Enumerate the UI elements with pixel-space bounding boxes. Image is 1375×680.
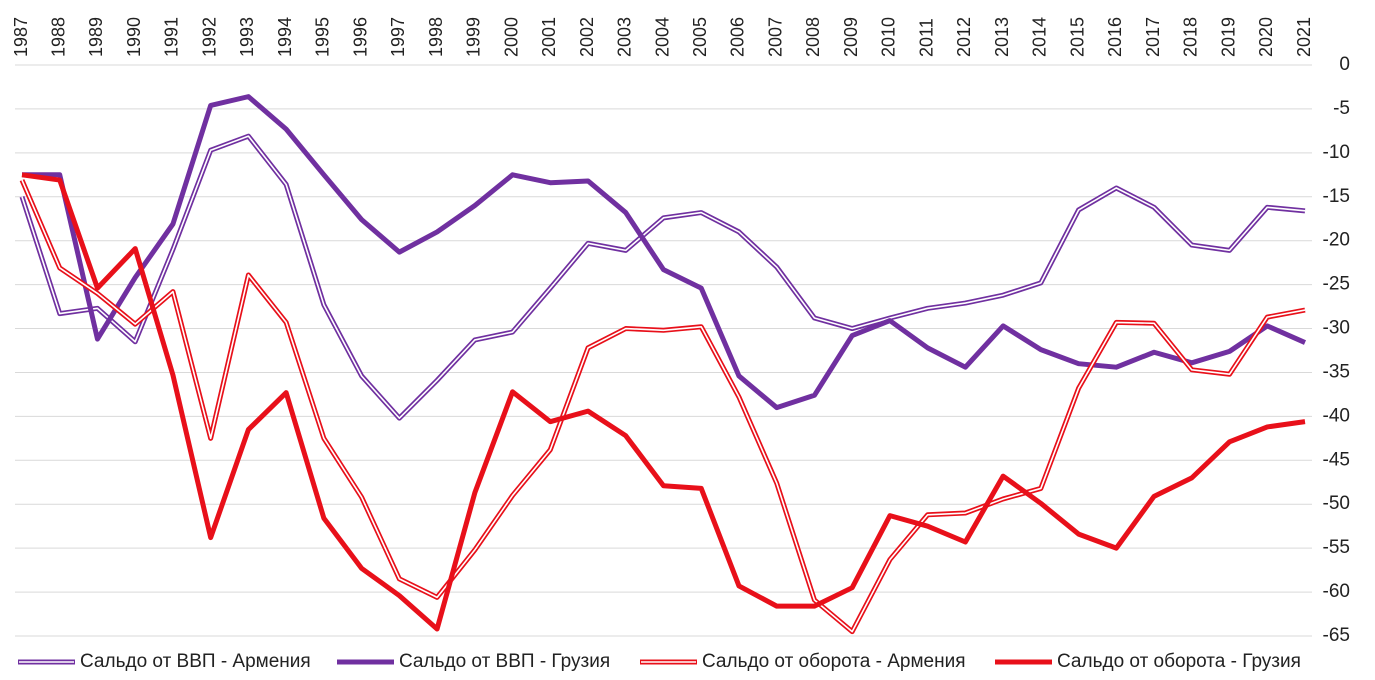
series-line [21, 172, 1306, 632]
x-tick-label: 2007 [765, 17, 785, 57]
x-tick-label: 1992 [199, 17, 219, 57]
x-tick-label: 2018 [1181, 17, 1201, 57]
y-tick-label: -20 [1323, 230, 1350, 251]
legend-label: Сальдо от ВВП - Грузия [399, 651, 610, 672]
y-tick-label: -25 [1323, 274, 1350, 295]
y-tick-label: 0 [1339, 54, 1350, 75]
x-tick-label: 2005 [690, 17, 710, 57]
y-tick-label: -60 [1323, 581, 1350, 602]
y-tick-label: -45 [1323, 449, 1350, 470]
y-tick-label: -15 [1323, 186, 1350, 207]
series-line-inner [21, 179, 1306, 633]
x-tick-label: 2013 [992, 17, 1012, 57]
y-tick-label: -30 [1323, 318, 1350, 339]
legend: Сальдо от ВВП - Армения Сальдо от ВВП - Г… [0, 647, 1375, 680]
x-tick-label: 2014 [1030, 17, 1050, 57]
y-tick-label: -40 [1323, 405, 1350, 426]
x-tick-label: 1987 [11, 17, 31, 57]
x-tick-label: 2002 [577, 17, 597, 57]
x-tick-label: 2019 [1218, 17, 1238, 57]
x-tick-label: 2003 [615, 17, 635, 57]
x-tick-label: 1993 [237, 17, 257, 57]
series-line [19, 179, 1306, 635]
x-tick-label: 2017 [1143, 17, 1163, 57]
x-tick-label: 2004 [652, 17, 672, 57]
x-tick-label: 1988 [48, 17, 68, 57]
x-tick-label: 2011 [916, 18, 936, 57]
x-tick-label: 2020 [1256, 17, 1276, 57]
x-tick-label: 1990 [124, 17, 144, 57]
x-tick-label: 1989 [86, 17, 106, 57]
series-line-inner [21, 135, 1306, 419]
x-tick-label: 1994 [275, 17, 295, 57]
legend-label: Сальдо от ВВП - Армения [80, 651, 311, 672]
x-tick-label: 1997 [388, 17, 408, 57]
x-tick-label: 2008 [803, 17, 823, 57]
x-tick-label: 2001 [539, 17, 559, 57]
y-tick-label: -55 [1323, 537, 1350, 558]
x-tick-label: 1998 [426, 17, 446, 57]
x-tick-label: 2009 [841, 17, 861, 57]
x-tick-label: 2012 [954, 17, 974, 57]
x-tick-label: 1999 [464, 17, 484, 57]
series-line [19, 133, 1306, 421]
x-tick-label: 1995 [313, 17, 333, 57]
y-tick-label: -35 [1323, 361, 1350, 382]
y-tick-label: -65 [1323, 625, 1350, 646]
legend-label: Сальдо от оборота - Армения [702, 651, 966, 672]
legend-label: Сальдо от оборота - Грузия [1057, 651, 1301, 672]
x-tick-label: 2021 [1294, 17, 1314, 57]
x-tick-label: 1991 [162, 17, 182, 57]
x-tick-label: 2016 [1105, 17, 1125, 57]
x-tick-label: 2000 [501, 17, 521, 57]
y-tick-label: -50 [1323, 493, 1350, 514]
y-tick-label: -10 [1323, 142, 1350, 163]
x-tick-label: 2010 [879, 17, 899, 57]
x-tick-label: 2015 [1067, 17, 1087, 57]
x-tick-label: 2006 [728, 17, 748, 57]
x-tick-label: 1996 [350, 17, 370, 57]
y-tick-label: -5 [1333, 98, 1350, 119]
series-line [22, 94, 1307, 411]
